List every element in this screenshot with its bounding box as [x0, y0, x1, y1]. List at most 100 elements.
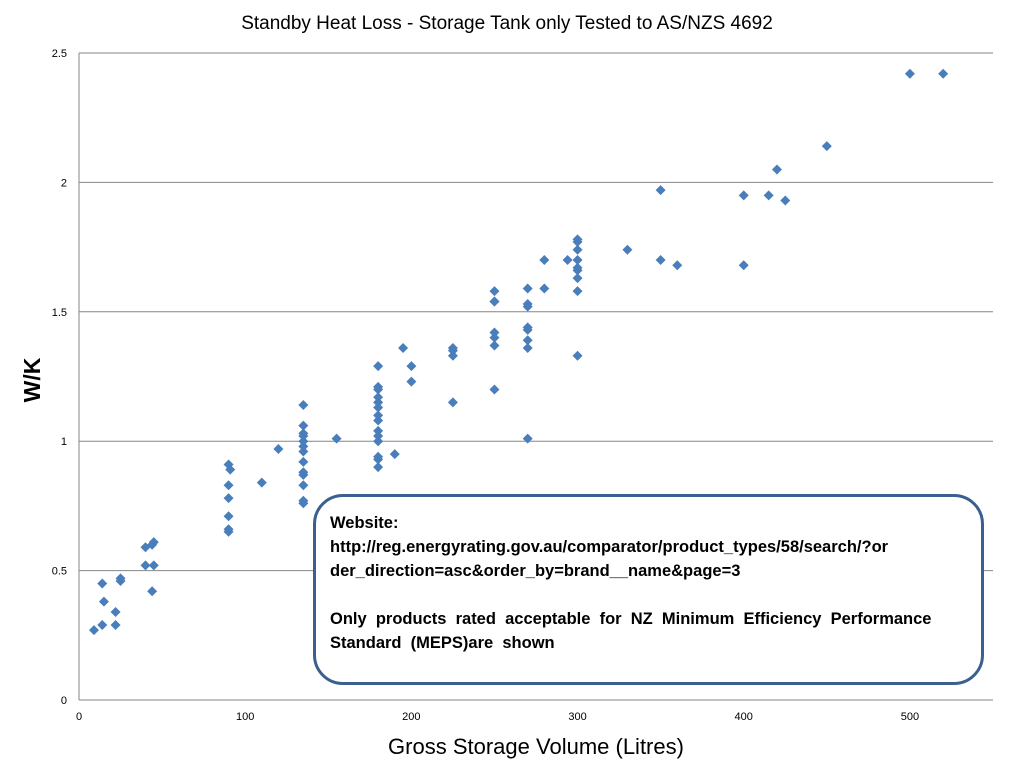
y-axis-label: W/K: [19, 357, 45, 402]
x-axis-label: Gross Storage Volume (Litres): [388, 734, 684, 759]
data-point: [389, 449, 400, 460]
data-point: [572, 255, 583, 266]
x-tick-label: 100: [236, 711, 254, 723]
data-point: [298, 420, 309, 431]
data-point: [771, 164, 782, 175]
data-point: [298, 498, 309, 509]
data-point: [373, 454, 384, 465]
y-tick-label: 1: [61, 436, 67, 448]
data-point: [489, 340, 500, 351]
data-point: [225, 464, 236, 475]
data-point: [97, 578, 108, 589]
data-point: [373, 410, 384, 421]
y-tick-label: 0: [61, 695, 67, 707]
y-tick-label: 0.5: [52, 566, 67, 578]
data-point: [148, 560, 159, 571]
data-point: [562, 255, 573, 266]
data-point: [522, 433, 533, 444]
data-point: [655, 185, 666, 196]
x-tick-label: 300: [568, 711, 586, 723]
data-point: [572, 265, 583, 276]
data-points: [88, 68, 949, 636]
data-point: [572, 236, 583, 247]
data-point: [110, 619, 121, 630]
data-point: [489, 296, 500, 307]
data-point: [98, 596, 109, 607]
data-point: [373, 402, 384, 413]
annotation-note-line2: Standard (MEPS)are shown: [330, 634, 555, 652]
data-point: [447, 397, 458, 408]
data-point: [331, 433, 342, 444]
data-point: [622, 244, 633, 255]
data-point: [223, 493, 234, 504]
data-point: [655, 255, 666, 266]
data-point: [489, 332, 500, 343]
data-point: [298, 456, 309, 467]
y-tick-label: 1.5: [52, 307, 67, 319]
annotation-label: Website:: [330, 514, 399, 532]
data-point: [447, 350, 458, 361]
data-point: [97, 619, 108, 630]
data-point: [223, 480, 234, 491]
y-tick-label: 2: [61, 177, 67, 189]
annotation-box: Website: http://reg.energyrating.gov.au/…: [313, 494, 984, 685]
data-point: [406, 376, 417, 387]
data-point: [373, 462, 384, 473]
data-point: [406, 361, 417, 372]
data-point: [298, 469, 309, 480]
x-tick-label: 0: [76, 711, 82, 723]
data-point: [373, 392, 384, 403]
data-point: [223, 511, 234, 522]
data-point: [780, 195, 791, 206]
data-point: [763, 190, 774, 201]
data-point: [373, 425, 384, 436]
data-point: [373, 361, 384, 372]
data-point: [489, 286, 500, 297]
data-point: [298, 436, 309, 447]
data-point: [273, 443, 284, 454]
data-point: [572, 244, 583, 255]
data-point: [821, 141, 832, 152]
gridlines: [79, 52, 993, 572]
data-point: [447, 345, 458, 356]
data-point: [298, 446, 309, 457]
data-point: [398, 343, 409, 354]
data-point: [522, 335, 533, 346]
data-point: [489, 327, 500, 338]
data-point: [938, 68, 949, 79]
data-point: [88, 625, 99, 636]
data-point: [298, 480, 309, 491]
data-point: [115, 573, 126, 584]
data-point: [373, 384, 384, 395]
data-point: [373, 431, 384, 442]
data-point: [147, 586, 158, 597]
y-tick-label: 2.5: [52, 48, 67, 60]
axes: [78, 53, 993, 701]
data-point: [572, 350, 583, 361]
data-point: [738, 190, 749, 201]
data-point: [298, 399, 309, 410]
data-point: [572, 273, 583, 284]
data-point: [904, 68, 915, 79]
data-point: [223, 526, 234, 537]
data-point: [522, 301, 533, 312]
data-point: [140, 560, 151, 571]
annotation-note-line1: Only products rated acceptable for NZ Mi…: [330, 610, 932, 628]
annotation-url-line1: http://reg.energyrating.gov.au/comparato…: [330, 538, 889, 556]
data-point: [373, 415, 384, 426]
data-point: [539, 255, 550, 266]
data-point: [148, 537, 159, 548]
data-point: [298, 441, 309, 452]
data-point: [110, 607, 121, 618]
data-point: [522, 283, 533, 294]
annotation-url-line2: der_direction=asc&order_by=brand__name&p…: [330, 562, 741, 580]
data-point: [298, 431, 309, 442]
x-tick-label: 200: [402, 711, 420, 723]
data-point: [539, 283, 550, 294]
data-point: [489, 384, 500, 395]
chart-title: Standby Heat Loss - Storage Tank only Te…: [241, 13, 773, 34]
tick-labels: 0 0.5 1 1.5 2 2.5 0 100 200 300 400 500: [52, 48, 919, 723]
data-point: [738, 260, 749, 271]
data-point: [572, 286, 583, 297]
